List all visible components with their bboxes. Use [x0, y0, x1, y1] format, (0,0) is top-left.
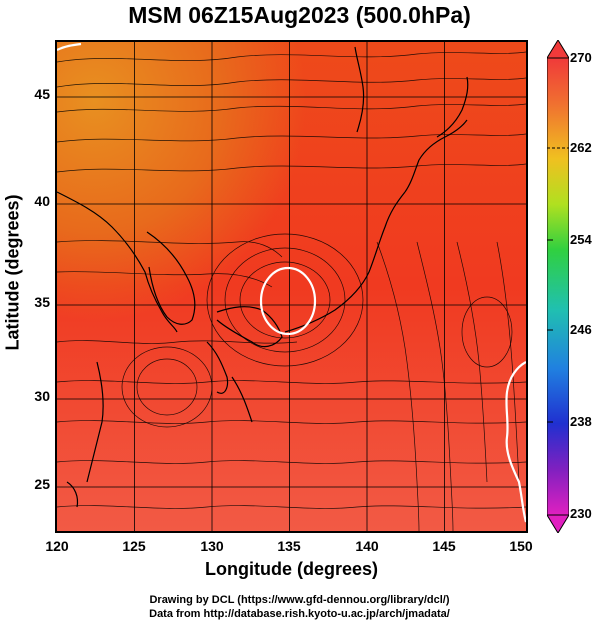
map-title: MSM 06Z15Aug2023 (500.0hPa)	[128, 2, 471, 28]
isotherm-contours	[57, 42, 526, 523]
y-tick-label: 35	[34, 294, 50, 310]
y-tick-label: 30	[34, 388, 50, 404]
colorbar-tick-label: 262	[570, 140, 592, 155]
temperature-streamline-map	[57, 42, 526, 531]
source-line: Data from http://database.rish.kyoto-u.a…	[149, 608, 450, 620]
y-tick-label: 40	[34, 193, 50, 209]
colorbar-tick-label: 246	[570, 322, 592, 337]
x-tick-label: 125	[122, 538, 146, 554]
y-tick-label: 25	[34, 476, 50, 492]
map-plot	[55, 40, 528, 533]
credit-line: Drawing by DCL (https://www.gfd-dennou.o…	[149, 594, 450, 606]
x-tick-label: 140	[355, 538, 379, 554]
grid-lines	[57, 42, 526, 531]
x-tick-label: 150	[509, 538, 533, 554]
x-axis-label: Longitude (degrees)	[204, 559, 378, 579]
y-tick-label: 45	[34, 86, 50, 102]
warm-region	[57, 42, 526, 531]
coastlines	[57, 46, 469, 508]
colorbar-tick-label: 270	[570, 50, 592, 65]
colorbar	[547, 40, 569, 533]
x-tick-label: 135	[277, 538, 301, 554]
x-tick-label: 145	[432, 538, 456, 554]
x-tick-label: 130	[200, 538, 224, 554]
colorbar-tick-label: 254	[570, 232, 592, 247]
colorbar-tick-label: 238	[570, 414, 592, 429]
y-axis-label: Latitude (degrees)	[2, 194, 23, 351]
x-tick-label: 120	[45, 538, 69, 554]
colorbar-tick-label: 230	[570, 506, 592, 521]
streamlines	[57, 51, 526, 531]
